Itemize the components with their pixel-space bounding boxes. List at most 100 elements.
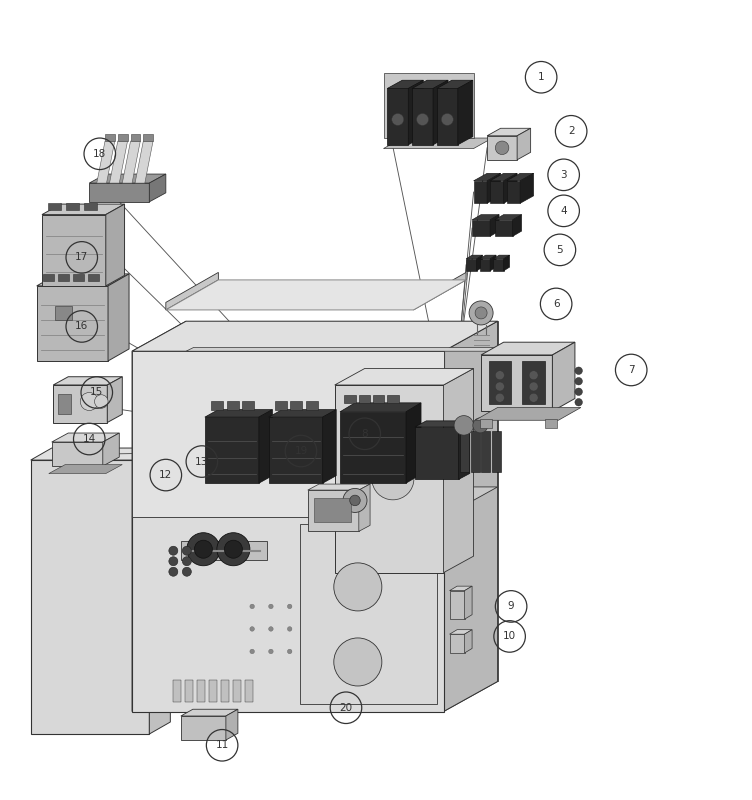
- Circle shape: [169, 567, 177, 576]
- Polygon shape: [106, 204, 125, 286]
- Circle shape: [372, 458, 414, 500]
- Circle shape: [496, 141, 509, 154]
- Polygon shape: [415, 427, 459, 479]
- Polygon shape: [335, 369, 474, 385]
- Circle shape: [186, 533, 220, 566]
- Circle shape: [182, 546, 191, 555]
- Polygon shape: [132, 321, 498, 351]
- Polygon shape: [359, 484, 370, 531]
- Text: 8: 8: [362, 429, 368, 438]
- Polygon shape: [493, 255, 510, 259]
- Polygon shape: [53, 385, 108, 422]
- Circle shape: [268, 626, 273, 631]
- Polygon shape: [487, 136, 517, 160]
- Polygon shape: [132, 682, 498, 711]
- Circle shape: [454, 416, 474, 435]
- FancyBboxPatch shape: [290, 401, 302, 410]
- Polygon shape: [507, 181, 520, 203]
- Circle shape: [250, 604, 254, 609]
- Circle shape: [287, 650, 292, 654]
- Circle shape: [287, 604, 292, 609]
- Polygon shape: [108, 377, 123, 422]
- Polygon shape: [415, 421, 470, 427]
- Polygon shape: [308, 490, 359, 531]
- Polygon shape: [42, 204, 125, 214]
- Polygon shape: [477, 255, 483, 271]
- Circle shape: [372, 417, 414, 458]
- Polygon shape: [384, 74, 474, 138]
- Polygon shape: [387, 89, 408, 145]
- Polygon shape: [459, 421, 470, 479]
- FancyBboxPatch shape: [523, 361, 545, 404]
- FancyBboxPatch shape: [226, 401, 238, 410]
- Polygon shape: [474, 181, 487, 203]
- Polygon shape: [495, 220, 513, 236]
- Polygon shape: [110, 141, 128, 183]
- Circle shape: [441, 114, 453, 126]
- Circle shape: [575, 388, 582, 395]
- Circle shape: [268, 604, 273, 609]
- FancyBboxPatch shape: [480, 418, 492, 428]
- Circle shape: [529, 394, 538, 402]
- Polygon shape: [37, 274, 129, 286]
- Text: 14: 14: [83, 434, 96, 444]
- Polygon shape: [186, 321, 498, 682]
- Circle shape: [350, 495, 360, 506]
- Circle shape: [496, 394, 505, 402]
- Polygon shape: [480, 259, 490, 271]
- Circle shape: [575, 378, 582, 385]
- FancyBboxPatch shape: [314, 498, 351, 522]
- Polygon shape: [412, 80, 448, 89]
- Circle shape: [496, 370, 505, 380]
- Polygon shape: [466, 259, 477, 271]
- Polygon shape: [490, 174, 517, 181]
- FancyBboxPatch shape: [185, 680, 193, 702]
- Circle shape: [287, 626, 292, 631]
- Circle shape: [496, 382, 505, 391]
- Polygon shape: [458, 80, 473, 145]
- FancyBboxPatch shape: [387, 395, 399, 403]
- Circle shape: [250, 650, 254, 654]
- Polygon shape: [507, 174, 534, 181]
- Polygon shape: [308, 484, 370, 490]
- Polygon shape: [132, 351, 444, 711]
- Circle shape: [334, 638, 382, 686]
- Polygon shape: [132, 351, 444, 517]
- FancyBboxPatch shape: [492, 430, 501, 472]
- Polygon shape: [132, 487, 498, 517]
- Polygon shape: [472, 220, 490, 236]
- FancyBboxPatch shape: [58, 394, 71, 414]
- Polygon shape: [150, 174, 166, 202]
- Circle shape: [529, 382, 538, 391]
- Polygon shape: [475, 407, 581, 420]
- FancyBboxPatch shape: [242, 401, 254, 410]
- Polygon shape: [300, 524, 438, 704]
- Polygon shape: [466, 255, 483, 259]
- Polygon shape: [42, 214, 106, 286]
- FancyBboxPatch shape: [545, 418, 557, 428]
- Polygon shape: [408, 80, 423, 145]
- FancyBboxPatch shape: [460, 430, 469, 472]
- Text: 4: 4: [560, 206, 567, 216]
- Polygon shape: [150, 448, 171, 734]
- Polygon shape: [520, 174, 534, 203]
- Polygon shape: [553, 342, 575, 411]
- FancyBboxPatch shape: [245, 680, 253, 702]
- FancyBboxPatch shape: [197, 680, 205, 702]
- Polygon shape: [31, 460, 150, 734]
- Polygon shape: [444, 369, 474, 573]
- Polygon shape: [517, 128, 531, 160]
- Circle shape: [575, 367, 582, 374]
- Polygon shape: [384, 138, 493, 149]
- Polygon shape: [166, 280, 466, 310]
- Text: 15: 15: [90, 387, 103, 398]
- Circle shape: [417, 114, 429, 126]
- Polygon shape: [450, 586, 472, 590]
- FancyBboxPatch shape: [65, 203, 79, 210]
- Text: 20: 20: [339, 702, 353, 713]
- Polygon shape: [31, 448, 171, 460]
- Polygon shape: [481, 342, 575, 355]
- Polygon shape: [123, 141, 141, 183]
- Polygon shape: [481, 355, 553, 411]
- Polygon shape: [487, 174, 501, 203]
